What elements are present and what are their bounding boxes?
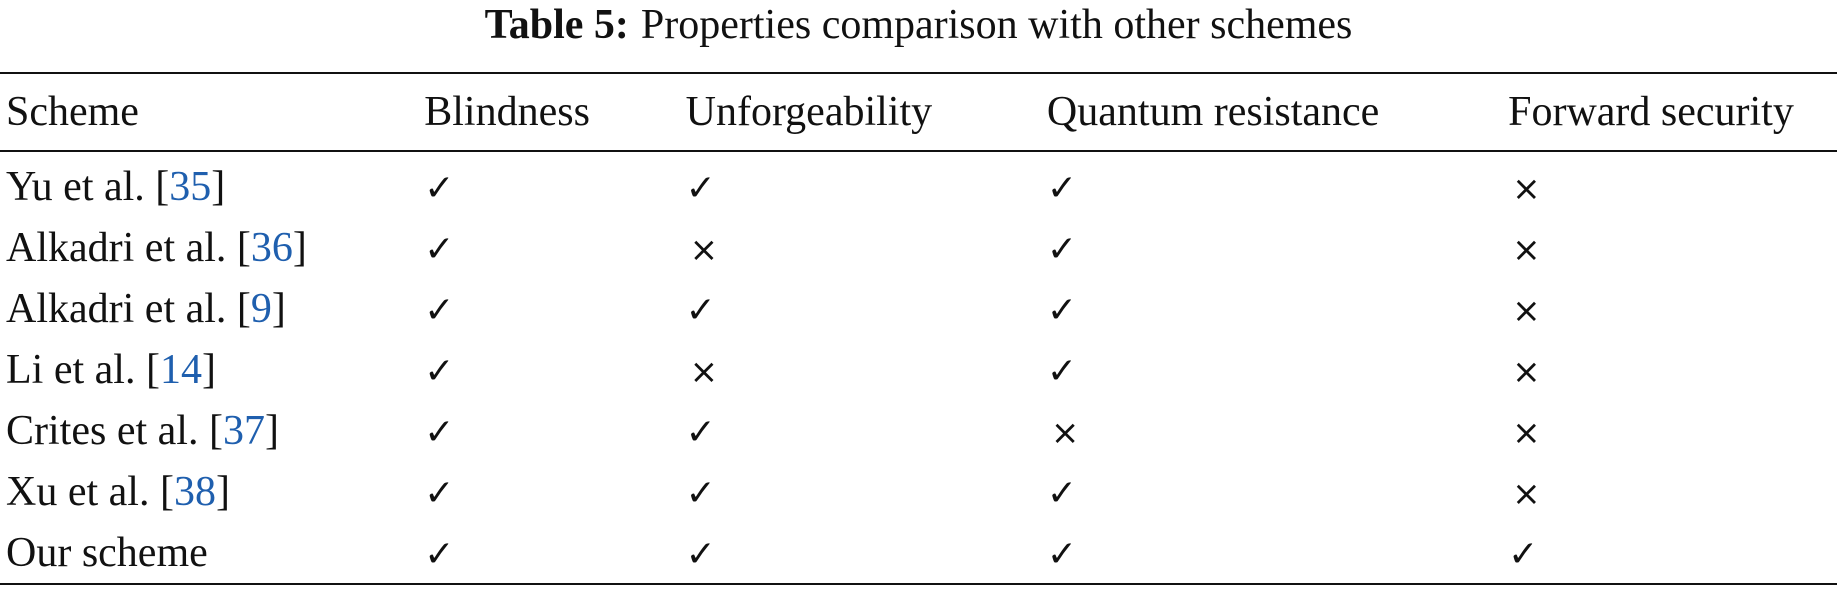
forward-security-mark: × — [1512, 473, 1541, 514]
blindness-mark: ✓ — [424, 350, 455, 392]
blindness-mark: ✓ — [424, 167, 455, 209]
quantum-resistance-mark: ✓ — [1046, 350, 1078, 392]
unforgeability-mark: × — [689, 229, 719, 270]
column-header-forward-security: Forward security — [1508, 89, 1794, 135]
scheme-name: Li et al. [ — [6, 346, 160, 393]
table-caption-label: Table 5: — [484, 2, 629, 48]
blindness-mark: ✓ — [424, 472, 455, 514]
table-row: Yu et al. [35] ✓ ✓ ✓ × — [0, 151, 1837, 217]
table-row: Crites et al. [37] ✓ ✓ × × — [0, 400, 1837, 461]
forward-security-mark: × — [1512, 412, 1541, 453]
reference-bracket: ] — [271, 285, 286, 332]
table-row: Alkadri et al. [36] ✓ × ✓ × — [0, 217, 1837, 278]
scheme-name-cell: Alkadri et al. [9] — [0, 278, 424, 339]
scheme-name-cell: Our scheme — [0, 522, 424, 584]
reference-bracket: ] — [211, 163, 226, 210]
forward-security-mark: × — [1512, 168, 1541, 209]
unforgeability-mark: ✓ — [685, 533, 716, 575]
scheme-name: Alkadri et al. [ — [6, 285, 251, 332]
column-header-unforgeability: Unforgeability — [685, 89, 933, 135]
reference-link[interactable]: 36 — [250, 224, 293, 271]
scheme-name-cell: Yu et al. [35] — [0, 151, 424, 217]
table-caption: Table 5: Properties comparison with other… — [0, 0, 1837, 60]
reference-link[interactable]: 9 — [250, 285, 272, 332]
reference-bracket: ] — [215, 468, 230, 515]
unforgeability-mark: ✓ — [685, 289, 716, 331]
column-header-blindness: Blindness — [424, 89, 590, 135]
unforgeability-mark: ✓ — [685, 472, 716, 514]
unforgeability-mark: ✓ — [685, 411, 716, 453]
quantum-resistance-mark: ✓ — [1046, 533, 1078, 575]
scheme-name-cell: Alkadri et al. [36] — [0, 217, 424, 278]
properties-comparison-table: Scheme Blindness Unforgeability Quantum … — [0, 72, 1837, 585]
table-row: Our scheme ✓ ✓ ✓ ✓ — [0, 522, 1837, 584]
scheme-name: Our scheme — [6, 529, 208, 576]
quantum-resistance-mark: ✓ — [1046, 289, 1078, 331]
blindness-mark: ✓ — [424, 533, 455, 575]
column-header-scheme: Scheme — [6, 89, 139, 135]
table-row: Xu et al. [38] ✓ ✓ ✓ × — [0, 461, 1837, 522]
table-row: Alkadri et al. [9] ✓ ✓ ✓ × — [0, 278, 1837, 339]
forward-security-mark: × — [1512, 290, 1541, 331]
blindness-mark: ✓ — [424, 411, 455, 453]
reference-bracket: ] — [201, 346, 216, 393]
reference-bracket: ] — [292, 224, 307, 271]
scheme-name: Crites et al. [ — [6, 407, 223, 454]
blindness-mark: ✓ — [424, 289, 455, 331]
forward-security-mark: × — [1512, 229, 1541, 270]
reference-link[interactable]: 35 — [169, 163, 212, 210]
reference-link[interactable]: 38 — [173, 468, 216, 515]
table-caption-text: Properties comparison with other schemes — [640, 2, 1353, 48]
quantum-resistance-mark: ✓ — [1046, 472, 1078, 514]
forward-security-mark: ✓ — [1508, 533, 1539, 575]
table-row: Li et al. [14] ✓ × ✓ × — [0, 339, 1837, 400]
scheme-name-cell: Li et al. [14] — [0, 339, 424, 400]
reference-link[interactable]: 37 — [222, 407, 265, 454]
scheme-name: Yu et al. [ — [6, 163, 170, 210]
scheme-name-cell: Xu et al. [38] — [0, 461, 424, 522]
unforgeability-mark: ✓ — [685, 167, 716, 209]
quantum-resistance-mark: ✓ — [1046, 167, 1078, 209]
scheme-name: Alkadri et al. [ — [6, 224, 251, 271]
reference-bracket: ] — [264, 407, 279, 454]
reference-link[interactable]: 14 — [159, 346, 202, 393]
quantum-resistance-mark: ✓ — [1046, 228, 1078, 270]
scheme-name-cell: Crites et al. [37] — [0, 400, 424, 461]
table-header-row: Scheme Blindness Unforgeability Quantum … — [0, 73, 1837, 151]
scheme-name: Xu et al. [ — [6, 468, 174, 515]
column-header-quantum-resistance: Quantum resistance — [1046, 89, 1380, 135]
blindness-mark: ✓ — [424, 228, 455, 270]
quantum-resistance-mark: × — [1050, 412, 1080, 453]
forward-security-mark: × — [1512, 351, 1541, 392]
unforgeability-mark: × — [689, 351, 719, 392]
